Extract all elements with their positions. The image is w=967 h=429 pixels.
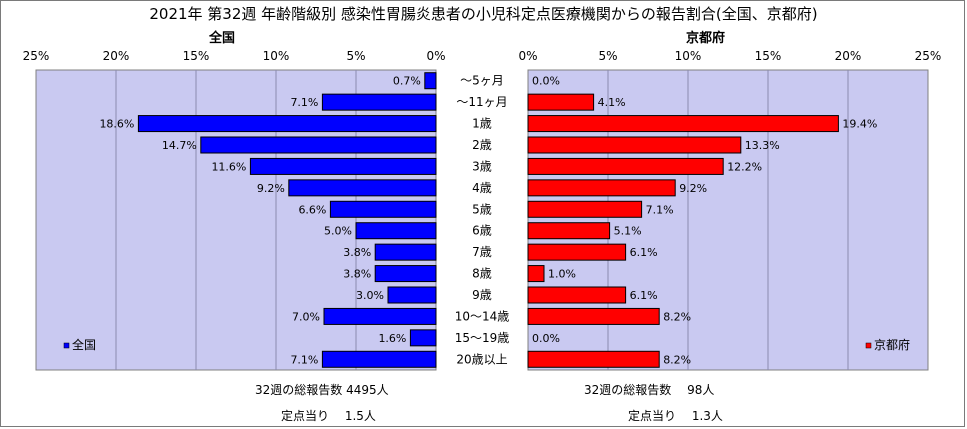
data-label-kyoto: 1.0% <box>548 268 576 281</box>
bar-national <box>374 243 437 261</box>
category-label: 15～19歳 <box>455 331 510 345</box>
category-label: 6歳 <box>472 224 492 238</box>
data-label-kyoto: 5.1% <box>614 225 642 238</box>
legend-label-national: 全国 <box>72 337 96 352</box>
bar-national <box>288 179 437 197</box>
national-total-reports: 32週の総報告数 4495人 <box>255 383 389 397</box>
bar-kyoto <box>527 222 611 240</box>
plot-area-kyoto <box>527 69 929 371</box>
bar-kyoto <box>527 307 660 325</box>
x-tick-label-kyoto: 0% <box>518 49 537 63</box>
kyoto-per-site: 定点当り 1.3人 <box>628 409 723 423</box>
data-label-national: 6.6% <box>298 203 326 216</box>
bar-kyoto <box>527 93 595 111</box>
category-label: 3歳 <box>472 159 492 173</box>
data-label-national: 9.2% <box>257 182 285 195</box>
bar-national <box>424 72 437 90</box>
bar-kyoto <box>527 115 839 133</box>
plot-area-national <box>35 69 437 371</box>
x-tick-label-kyoto: 25% <box>915 49 942 63</box>
data-label-kyoto: 6.1% <box>630 246 658 259</box>
x-tick-label-national: 25% <box>23 49 50 63</box>
category-label: 9歳 <box>472 288 492 302</box>
data-label-kyoto: 4.1% <box>598 96 626 109</box>
data-label-kyoto: 9.2% <box>679 182 707 195</box>
x-tick-label-kyoto: 15% <box>755 49 782 63</box>
bar-kyoto <box>527 243 627 261</box>
chart-title: 2021年 第32週 年齢階級別 感染性胃腸炎患者の小児科定点医療機関からの報告… <box>149 5 818 23</box>
data-label-national: 7.1% <box>290 96 318 109</box>
category-label: 8歳 <box>472 267 492 281</box>
bar-national <box>355 222 437 240</box>
data-label-national: 7.1% <box>290 353 318 366</box>
panel-title-national: 全国 <box>209 31 236 46</box>
data-label-kyoto: 8.2% <box>663 353 691 366</box>
panel-title-kyoto: 京都府 <box>686 31 726 46</box>
bar-national <box>137 115 437 133</box>
x-tick-label-kyoto: 5% <box>598 49 617 63</box>
bar-kyoto <box>527 136 742 154</box>
x-tick-label-national: 15% <box>183 49 210 63</box>
data-label-kyoto: 8.2% <box>663 310 691 323</box>
data-label-national: 5.0% <box>324 225 352 238</box>
bar-kyoto <box>527 265 545 283</box>
data-label-national: 3.8% <box>343 268 371 281</box>
data-label-kyoto: 0.0% <box>532 75 560 88</box>
category-label: 7歳 <box>472 245 492 259</box>
bar-kyoto <box>527 350 660 368</box>
bar-national <box>323 307 437 325</box>
bar-national <box>321 93 437 111</box>
x-tick-label-national: 5% <box>346 49 365 63</box>
category-label: ～11ヶ月 <box>456 95 507 109</box>
bar-kyoto <box>527 157 724 175</box>
data-label-national: 18.6% <box>99 118 134 131</box>
data-label-kyoto: 13.3% <box>745 139 780 152</box>
data-label-national: 11.6% <box>211 160 246 173</box>
legend-label-kyoto: 京都府 <box>874 337 910 352</box>
data-label-kyoto: 19.4% <box>842 118 877 131</box>
data-label-kyoto: 0.0% <box>532 332 560 345</box>
bar-national <box>200 136 437 154</box>
category-label: 20歳以上 <box>456 352 507 366</box>
x-tick-label-kyoto: 20% <box>835 49 862 63</box>
x-tick-label-kyoto: 10% <box>675 49 702 63</box>
data-label-national: 3.0% <box>356 289 384 302</box>
data-label-national: 14.7% <box>162 139 197 152</box>
data-label-national: 0.7% <box>393 75 421 88</box>
data-label-national: 3.8% <box>343 246 371 259</box>
bar-national <box>249 157 437 175</box>
bar-kyoto <box>527 200 643 218</box>
data-label-national: 7.0% <box>292 310 320 323</box>
bar-kyoto <box>527 286 627 304</box>
data-label-kyoto: 7.1% <box>646 203 674 216</box>
bar-national <box>374 265 437 283</box>
legend-swatch-national <box>63 342 70 349</box>
data-label-kyoto: 12.2% <box>727 160 762 173</box>
category-label: 5歳 <box>472 202 492 216</box>
bar-national <box>321 350 437 368</box>
kyoto-total-reports: 32週の総報告数 98人 <box>584 383 715 397</box>
category-label: 1歳 <box>472 117 492 131</box>
x-tick-label-national: 20% <box>103 49 130 63</box>
bar-kyoto <box>527 179 676 197</box>
category-label: 4歳 <box>472 181 492 195</box>
bar-national <box>387 286 437 304</box>
bar-national <box>409 329 437 347</box>
x-tick-label-national: 0% <box>426 49 445 63</box>
bar-national <box>329 200 437 218</box>
legend-swatch-kyoto <box>865 342 872 349</box>
data-label-national: 1.6% <box>378 332 406 345</box>
category-label: 2歳 <box>472 138 492 152</box>
data-label-kyoto: 6.1% <box>630 289 658 302</box>
category-label: ～5ヶ月 <box>460 74 504 88</box>
category-label: 10～14歳 <box>455 309 510 323</box>
national-per-site: 定点当り 1.5人 <box>281 409 376 423</box>
x-tick-label-national: 10% <box>263 49 290 63</box>
